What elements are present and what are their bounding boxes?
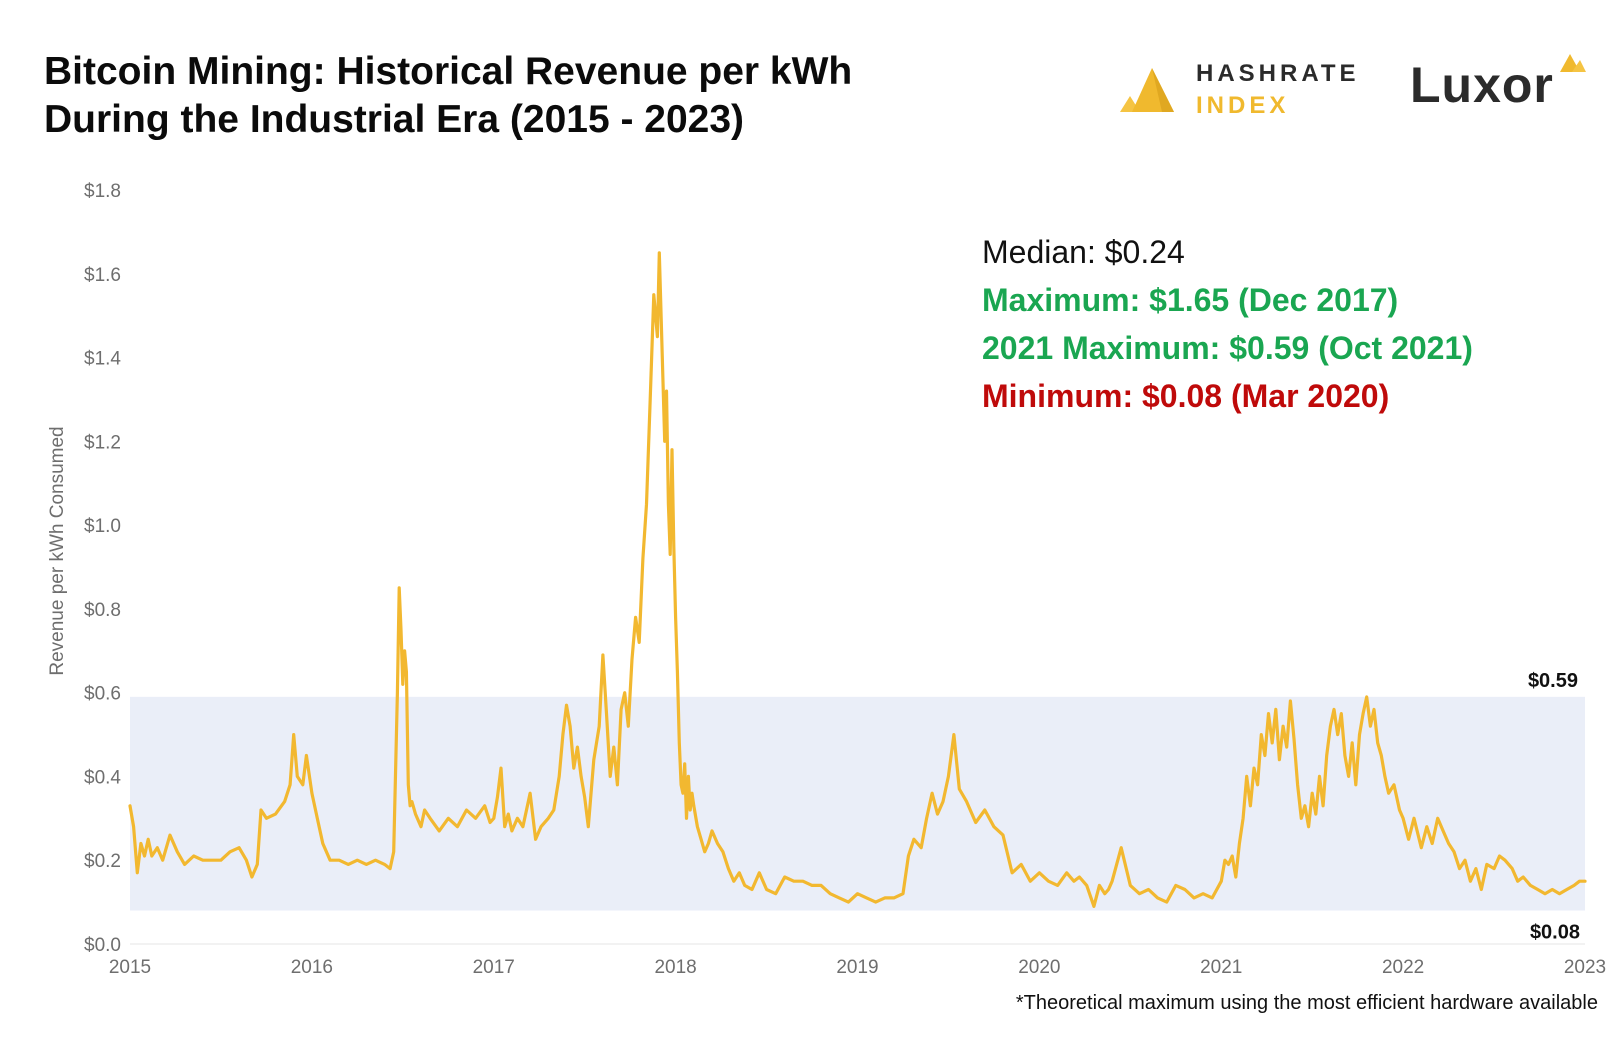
hashrate-index-mark-icon [1120,68,1174,112]
y-tick-label: $0.4 [84,767,121,788]
x-tick-label: 2023 [1564,957,1606,978]
x-tick-label: 2017 [473,957,515,978]
maximum-stat: Maximum: $1.65 (Dec 2017) [982,282,1399,318]
series-line [128,251,1587,908]
footnote: *Theoretical maximum using the most effi… [1015,992,1598,1014]
luxor-logo: Luxor [1410,52,1590,122]
y-axis-label: Revenue per kWh Consumed [47,426,68,675]
y-tick-label: $0.2 [84,851,121,872]
hashrate-index-logo: HASHRATE INDEX [1118,56,1378,126]
x-tick-label: 2022 [1382,957,1424,978]
stats-annotation: Median: $0.24 Maximum: $1.65 (Dec 2017) … [982,228,1473,420]
chart-title: Bitcoin Mining: Historical Revenue per k… [44,48,852,144]
y-tick-label: $0.8 [84,600,121,621]
maximum-2021-stat: 2021 Maximum: $0.59 (Oct 2021) [982,330,1473,366]
x-tick-label: 2015 [109,957,151,978]
luxor-mark-icon [1560,54,1586,72]
band-high-label: $0.59 [1528,670,1578,692]
x-tick-label: 2019 [836,957,878,978]
y-tick-labels: $0.0 $0.2 $0.4 $0.6 $0.8 $1.0 $1.2 $1.4 $1.6 $1.8 [84,181,121,956]
x-tick-labels: 2015 2016 2017 2018 2019 2020 2021 2022 2023 [109,957,1606,978]
index-logo-text: INDEX [1196,92,1290,119]
chart-title-line-1: Bitcoin Mining: Historical Revenue per k… [44,50,853,93]
y-tick-label: $1.6 [84,265,121,286]
y-tick-label: $1.4 [84,349,121,370]
y-tick-label: $0.0 [84,935,121,956]
minimum-stat: Minimum: $0.08 (Mar 2020) [982,378,1390,414]
luxor-logo-text: Luxor [1410,57,1554,113]
x-tick-label: 2018 [654,957,696,978]
y-tick-label: $1.8 [84,181,121,202]
y-tick-label: $1.0 [84,516,121,537]
band-low-label: $0.08 [1530,921,1580,943]
median-stat: Median: $0.24 [982,234,1185,270]
x-tick-label: 2016 [291,957,333,978]
y-tick-label: $0.6 [84,684,121,705]
chart-title-line-2: During the Industrial Era (2015 - 2023) [44,98,745,141]
revenue-band [130,696,1585,911]
x-tick-label: 2020 [1018,957,1060,978]
y-tick-label: $1.2 [84,432,121,453]
x-tick-label: 2021 [1200,957,1242,978]
hashrate-logo-text: HASHRATE [1196,60,1360,87]
